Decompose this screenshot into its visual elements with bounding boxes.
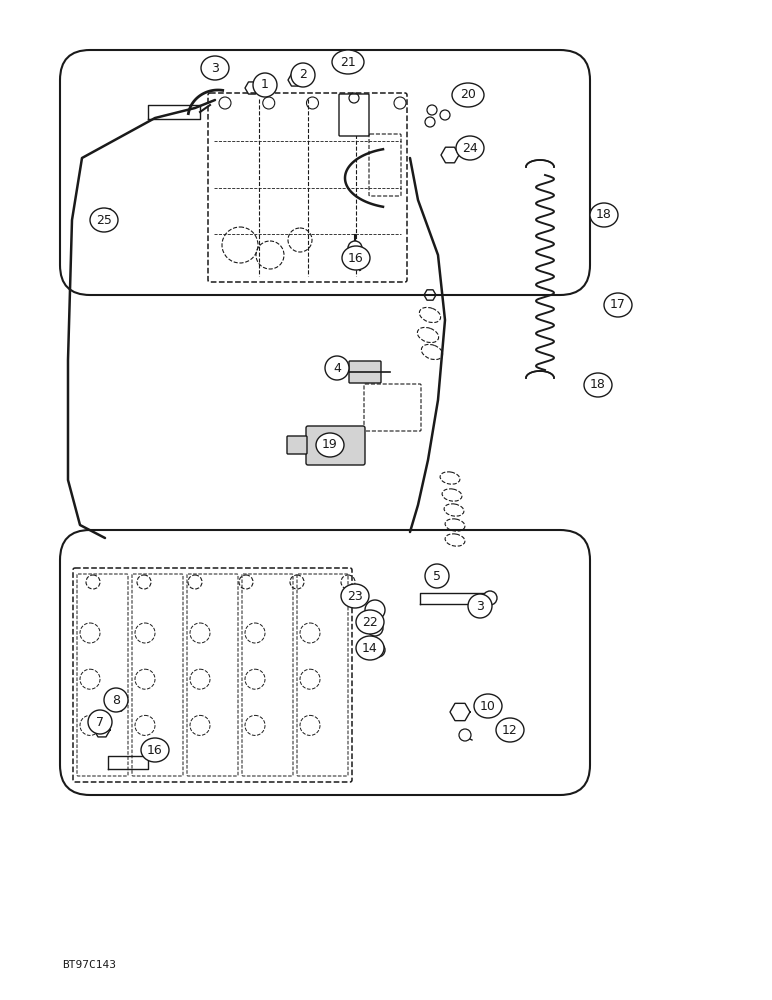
Ellipse shape (88, 710, 112, 734)
Ellipse shape (452, 83, 484, 107)
Text: 18: 18 (596, 209, 612, 222)
Circle shape (348, 241, 362, 255)
Circle shape (440, 110, 450, 120)
Text: 16: 16 (147, 744, 163, 756)
Ellipse shape (474, 694, 502, 718)
Text: 2: 2 (299, 68, 307, 82)
Circle shape (367, 620, 383, 636)
Ellipse shape (341, 584, 369, 608)
Circle shape (365, 600, 385, 620)
Text: 24: 24 (462, 141, 478, 154)
Ellipse shape (141, 738, 169, 762)
Ellipse shape (496, 718, 524, 742)
Text: 3: 3 (211, 62, 219, 75)
Ellipse shape (291, 63, 315, 87)
Ellipse shape (342, 246, 370, 270)
Text: 10: 10 (480, 700, 496, 712)
Ellipse shape (316, 433, 344, 457)
Ellipse shape (425, 564, 449, 588)
Text: 25: 25 (96, 214, 112, 227)
Ellipse shape (325, 356, 349, 380)
Ellipse shape (104, 688, 128, 712)
Ellipse shape (468, 594, 492, 618)
Text: 3: 3 (476, 599, 484, 612)
FancyBboxPatch shape (369, 134, 401, 196)
Text: 1: 1 (261, 79, 269, 92)
Text: 22: 22 (362, 615, 378, 629)
Text: 23: 23 (347, 589, 363, 602)
Circle shape (483, 591, 497, 605)
Ellipse shape (253, 73, 277, 97)
Ellipse shape (201, 56, 229, 80)
FancyBboxPatch shape (349, 361, 381, 383)
Text: 7: 7 (96, 716, 104, 728)
Circle shape (425, 117, 435, 127)
Ellipse shape (90, 208, 118, 232)
FancyBboxPatch shape (306, 426, 365, 465)
FancyBboxPatch shape (339, 94, 369, 136)
Ellipse shape (604, 293, 632, 317)
Text: 20: 20 (460, 89, 476, 102)
Ellipse shape (590, 203, 618, 227)
Text: 16: 16 (348, 251, 364, 264)
FancyBboxPatch shape (287, 436, 307, 454)
Ellipse shape (356, 610, 384, 634)
FancyBboxPatch shape (208, 93, 407, 282)
Text: 19: 19 (322, 438, 338, 452)
Text: 18: 18 (590, 378, 606, 391)
Text: 17: 17 (610, 298, 626, 312)
Text: 21: 21 (340, 55, 356, 68)
Circle shape (427, 105, 437, 115)
Text: 5: 5 (433, 570, 441, 582)
Ellipse shape (456, 136, 484, 160)
Text: 14: 14 (362, 642, 378, 654)
Circle shape (371, 643, 385, 657)
Text: BT97C143: BT97C143 (62, 960, 116, 970)
Ellipse shape (584, 373, 612, 397)
FancyBboxPatch shape (73, 568, 352, 782)
Text: 4: 4 (333, 361, 341, 374)
Text: 8: 8 (112, 694, 120, 706)
Ellipse shape (332, 50, 364, 74)
Ellipse shape (356, 636, 384, 660)
Text: 12: 12 (502, 724, 518, 736)
Circle shape (459, 729, 471, 741)
